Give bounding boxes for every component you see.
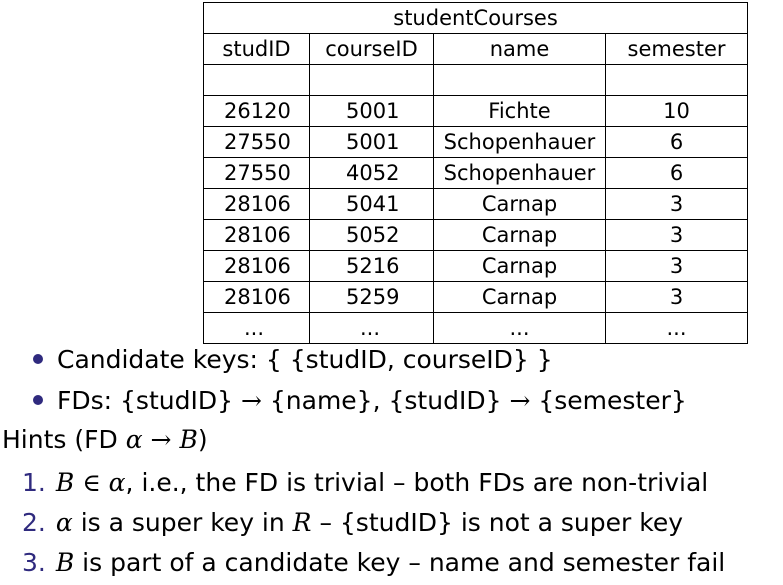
table-header-row: studID courseID name semester bbox=[203, 33, 749, 65]
hint-item-2: 2. α is a super key in R – {studID} is no… bbox=[22, 503, 683, 543]
hint-text: is part of a candidate key – name and se… bbox=[74, 548, 726, 577]
math-alpha: α bbox=[108, 468, 126, 497]
ellipsis-cell: ... bbox=[604, 312, 749, 344]
table-row: 28106 5259 Carnap 3 bbox=[203, 281, 749, 313]
hints-suffix: ) bbox=[197, 425, 208, 454]
cell-studid: 28106 bbox=[203, 250, 310, 282]
student-courses-table: studentCourses studID courseID name seme… bbox=[202, 2, 749, 344]
cell-studid: 26120 bbox=[203, 95, 310, 127]
candidate-keys-label: Candidate keys: bbox=[57, 345, 258, 374]
ellipsis-cell: ... bbox=[309, 312, 434, 344]
cell-courseid: 5001 bbox=[309, 95, 434, 127]
table-row: 26120 5001 Fichte 10 bbox=[203, 95, 749, 127]
table-row: 27550 5001 Schopenhauer 6 bbox=[203, 126, 749, 158]
cell-courseid: 5001 bbox=[309, 126, 434, 158]
ellipsis-cell: ... bbox=[203, 312, 310, 344]
cell-semester: 3 bbox=[604, 281, 749, 313]
bullet-fds: FDs: {studID} → {name}, {studID} → {seme… bbox=[33, 381, 687, 421]
column-header-studid: studID bbox=[203, 33, 310, 65]
candidate-keys-value: { {studID, courseID} } bbox=[265, 345, 553, 374]
column-header-name: name bbox=[433, 33, 606, 65]
hints-prefix: Hints (FD bbox=[2, 425, 126, 454]
math-b: B bbox=[55, 468, 75, 497]
cell-studid: 28106 bbox=[203, 188, 310, 220]
arrow-symbol: → bbox=[240, 386, 262, 415]
cell-studid: 28106 bbox=[203, 281, 310, 313]
math-b: B bbox=[55, 548, 75, 577]
hint-text: – {studID} is not a super key bbox=[311, 508, 683, 537]
table-ellipsis-row: ... ... ... ... bbox=[203, 312, 749, 344]
cell-courseid: 5052 bbox=[309, 219, 434, 251]
cell-courseid: 5216 bbox=[309, 250, 434, 282]
hint-number: 2. bbox=[22, 508, 46, 537]
arrow-symbol: → bbox=[509, 386, 531, 415]
math-b: B bbox=[179, 425, 198, 454]
cell-semester: 10 bbox=[604, 95, 749, 127]
cell-studid: 27550 bbox=[203, 157, 310, 189]
cell-studid: 28106 bbox=[203, 219, 310, 251]
student-courses-table-wrapper: studentCourses studID courseID name seme… bbox=[202, 2, 749, 344]
bullet-icon bbox=[33, 354, 43, 364]
bullet-candidate-keys: Candidate keys: { {studID, courseID} } bbox=[33, 340, 553, 380]
table-header-separator bbox=[203, 64, 749, 96]
cell-name: Carnap bbox=[433, 281, 606, 313]
cell-name: Carnap bbox=[433, 250, 606, 282]
column-header-courseid: courseID bbox=[309, 33, 434, 65]
cell-courseid: 5041 bbox=[309, 188, 434, 220]
cell-semester: 3 bbox=[604, 219, 749, 251]
hint-item-1: 1. B ∈ α, i.e., the FD is trivial – both … bbox=[22, 463, 708, 503]
cell-name: Schopenhauer bbox=[433, 157, 606, 189]
hint-text: is a super key in bbox=[72, 508, 293, 537]
hint-number: 3. bbox=[22, 548, 46, 577]
cell-semester: 6 bbox=[604, 126, 749, 158]
cell-courseid: 4052 bbox=[309, 157, 434, 189]
cell-name: Carnap bbox=[433, 188, 606, 220]
math-alpha: α bbox=[125, 425, 143, 454]
cell-semester: 3 bbox=[604, 250, 749, 282]
math-alpha: α bbox=[55, 508, 73, 537]
cell-semester: 6 bbox=[604, 157, 749, 189]
table-row: 28106 5216 Carnap 3 bbox=[203, 250, 749, 282]
table-row: 28106 5041 Carnap 3 bbox=[203, 188, 749, 220]
cell-name: Schopenhauer bbox=[433, 126, 606, 158]
cell-courseid: 5259 bbox=[309, 281, 434, 313]
fds-label: FDs: bbox=[57, 386, 113, 415]
fd2-lhs: {studID} bbox=[388, 386, 502, 415]
column-header-semester: semester bbox=[604, 33, 749, 65]
cell-name: Fichte bbox=[433, 95, 606, 127]
cell-studid: 27550 bbox=[203, 126, 310, 158]
fd1-lhs: {studID} bbox=[120, 386, 234, 415]
bullet-icon bbox=[33, 395, 43, 405]
table-row: 28106 5052 Carnap 3 bbox=[203, 219, 749, 251]
hint-number: 1. bbox=[22, 468, 46, 497]
table-title: studentCourses bbox=[202, 2, 749, 34]
hints-heading: Hints (FD α → B) bbox=[2, 420, 208, 460]
cell-semester: 3 bbox=[604, 188, 749, 220]
element-of-symbol: ∈ bbox=[82, 468, 101, 497]
fd2-rhs: {semester} bbox=[538, 386, 687, 415]
cell-name: Carnap bbox=[433, 219, 606, 251]
ellipsis-cell: ... bbox=[433, 312, 606, 344]
hint-item-3: 3. B is part of a candidate key – name an… bbox=[22, 543, 725, 583]
arrow-symbol: → bbox=[150, 425, 172, 454]
hint-text: , i.e., the FD is trivial – both FDs are… bbox=[125, 468, 709, 497]
math-r: R bbox=[292, 508, 312, 537]
table-row: 27550 4052 Schopenhauer 6 bbox=[203, 157, 749, 189]
fd1-rhs: {name}, bbox=[269, 386, 381, 415]
